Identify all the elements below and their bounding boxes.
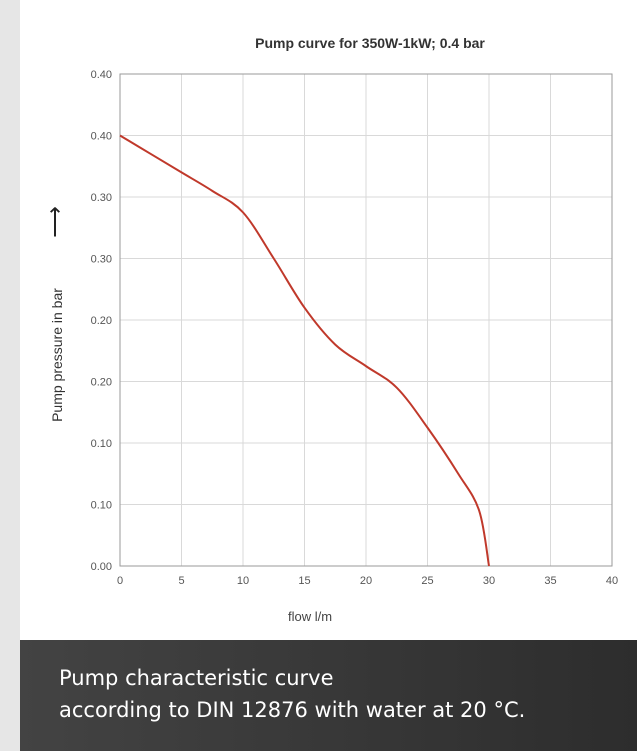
y-tick-label: 0.30 — [91, 192, 112, 204]
x-tick-label: 35 — [544, 575, 556, 587]
y-tick-label: 0.20 — [91, 377, 112, 389]
y-axis-arrow-group: ⟶ — [42, 206, 67, 238]
y-tick-label: 0.40 — [91, 69, 112, 81]
pump-curve-chart: 0.00 0.10 0.10 0.20 0.20 0.30 0.30 0.40 0.40 0 5 1… — [42, 35, 618, 624]
x-tick-label: 30 — [483, 575, 495, 587]
x-tick-label: 0 — [117, 575, 123, 587]
chart-area: 0.00 0.10 0.10 0.20 0.20 0.30 0.30 0.40 0.40 0 5 1… — [42, 35, 618, 624]
series-line — [119, 134, 490, 567]
chart-title: Pump curve for 350W-1kW; 0.4 bar — [255, 35, 485, 51]
x-tick-label: 10 — [237, 575, 249, 587]
x-axis-label: flow l/m — [288, 609, 332, 624]
y-axis-ticks: 0.00 0.10 0.10 0.20 0.20 0.30 0.30 0.40 0.40 — [91, 69, 112, 573]
y-tick-label: 0.00 — [91, 561, 112, 573]
y-axis-label: Pump pressure in bar — [49, 288, 65, 422]
y-axis-arrow: ⟶ — [42, 206, 67, 238]
grid — [120, 74, 612, 566]
x-tick-label: 5 — [178, 575, 184, 587]
series-group — [119, 134, 490, 567]
caption-line-2: according to DIN 12876 with water at 20 … — [59, 698, 526, 722]
caption-line-1: Pump characteristic curve — [59, 666, 334, 690]
y-tick-label: 0.20 — [91, 315, 112, 327]
y-tick-label: 0.40 — [91, 131, 112, 143]
caption-panel: Pump characteristic curve according to D… — [20, 640, 637, 751]
y-tick-label: 0.10 — [91, 500, 112, 512]
plot-frame — [119, 73, 613, 567]
chart-card — [20, 0, 637, 751]
y-tick-label: 0.30 — [91, 254, 112, 266]
x-tick-label: 20 — [360, 575, 372, 587]
y-axis-label-group: Pump pressure in bar — [49, 288, 65, 422]
x-tick-label: 15 — [298, 575, 310, 587]
x-tick-label: 25 — [421, 575, 433, 587]
y-tick-label: 0.10 — [91, 438, 112, 450]
x-axis-ticks: 0 5 10 15 20 25 30 35 40 — [117, 575, 618, 587]
x-tick-label: 40 — [606, 575, 618, 587]
